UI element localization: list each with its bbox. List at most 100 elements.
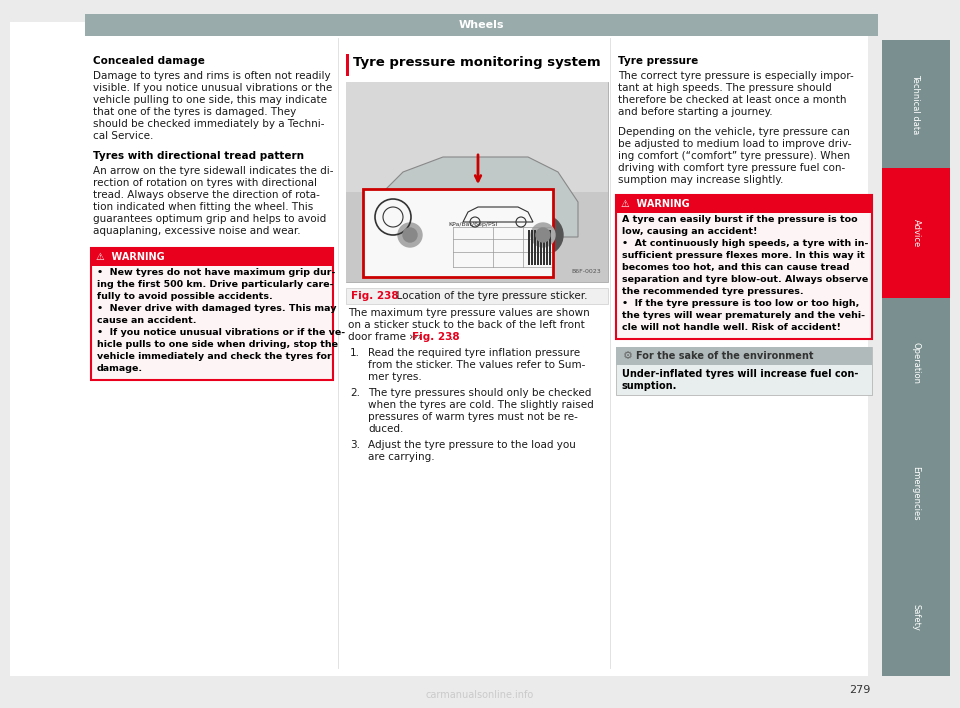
Text: aquaplaning, excessive noise and wear.: aquaplaning, excessive noise and wear. [93,226,300,236]
Text: Wheels: Wheels [458,20,504,30]
Text: therefore be checked at least once a month: therefore be checked at least once a mon… [618,95,847,105]
Text: be adjusted to medium load to improve driv-: be adjusted to medium load to improve dr… [618,139,852,149]
Text: sufficient pressure flexes more. In this way it: sufficient pressure flexes more. In this… [622,251,865,260]
Text: Depending on the vehicle, tyre pressure can: Depending on the vehicle, tyre pressure … [618,127,850,137]
Bar [91,248,333,380]
Text: cal Service.: cal Service. [93,131,154,141]
Text: •  At continuously high speeds, a tyre with in-: • At continuously high speeds, a tyre wi… [622,239,869,248]
Bar [616,195,872,339]
Text: 2.: 2. [350,388,360,398]
Text: door frame ›››: door frame ››› [348,332,425,342]
Bar [91,248,333,266]
Bar [549,230,551,265]
Bar [346,82,608,282]
Text: Under-inflated tyres will increase fuel con-: Under-inflated tyres will increase fuel … [622,369,858,379]
Text: Advice: Advice [911,219,921,247]
Bar [616,347,872,395]
Text: on a sticker stuck to the back of the left front: on a sticker stuck to the back of the le… [348,320,585,330]
Text: rection of rotation on tyres with directional: rection of rotation on tyres with direct… [93,178,317,188]
Bar [882,428,950,558]
Bar [543,230,545,265]
Circle shape [390,215,430,255]
Text: that one of the tyres is damaged. They: that one of the tyres is damaged. They [93,107,297,117]
Text: becomes too hot, and this can cause tread: becomes too hot, and this can cause trea… [622,263,850,272]
Circle shape [523,215,563,255]
Bar [531,230,533,265]
Text: vehicle immediately and check the tyres for: vehicle immediately and check the tyres … [97,352,332,361]
Text: cause an accident.: cause an accident. [97,316,197,325]
Bar [528,230,530,265]
Circle shape [403,228,417,242]
Bar [363,189,553,277]
Text: Concealed damage: Concealed damage [93,56,204,66]
Text: Fig. 238: Fig. 238 [413,332,460,342]
Text: A tyre can easily burst if the pressure is too: A tyre can easily burst if the pressure … [622,215,857,224]
Text: tant at high speeds. The pressure should: tant at high speeds. The pressure should [618,83,831,93]
Bar [882,40,950,168]
Text: sumption may increase slightly.: sumption may increase slightly. [618,175,783,185]
Bar [882,168,950,298]
Text: Safety: Safety [911,603,921,630]
Text: For the sake of the environment: For the sake of the environment [636,351,813,361]
Text: Adjust the tyre pressure to the load you: Adjust the tyre pressure to the load you [368,440,576,450]
Text: The maximum tyre pressure values are shown: The maximum tyre pressure values are sho… [348,308,589,318]
Text: low, causing an accident!: low, causing an accident! [622,227,757,236]
Bar [537,230,539,265]
Text: ⚠  WARNING: ⚠ WARNING [621,199,689,209]
Text: mer tyres.: mer tyres. [368,372,421,382]
Text: guarantees optimum grip and helps to avoid: guarantees optimum grip and helps to avo… [93,214,326,224]
Text: Damage to tyres and rims is often not readily: Damage to tyres and rims is often not re… [93,71,330,81]
Text: are carrying.: are carrying. [368,452,435,462]
Text: .: . [449,332,453,342]
Text: The correct tyre pressure is especially impor-: The correct tyre pressure is especially … [618,71,853,81]
Text: tion indicated when fitting the wheel. This: tion indicated when fitting the wheel. T… [93,202,313,212]
Text: driving with comfort tyre pressure fuel con-: driving with comfort tyre pressure fuel … [618,163,845,173]
Bar [540,230,542,265]
Text: and before starting a journey.: and before starting a journey. [618,107,773,117]
Text: pressures of warm tyres must not be re-: pressures of warm tyres must not be re- [368,412,578,422]
Text: ⚙: ⚙ [623,351,633,361]
Text: visible. If you notice unusual vibrations or the: visible. If you notice unusual vibration… [93,83,332,93]
Text: vehicle pulling to one side, this may indicate: vehicle pulling to one side, this may in… [93,95,327,105]
Text: Tyres with directional tread pattern: Tyres with directional tread pattern [93,151,304,161]
Text: the recommended tyre pressures.: the recommended tyre pressures. [622,287,804,296]
Bar [346,192,608,282]
Bar [10,22,868,676]
Bar [882,558,950,676]
Bar [346,54,349,76]
Bar [346,288,608,304]
Text: ing comfort (“comfort” tyre pressure). When: ing comfort (“comfort” tyre pressure). W… [618,151,851,161]
Text: sumption.: sumption. [622,381,678,391]
Text: •  Never drive with damaged tyres. This may: • Never drive with damaged tyres. This m… [97,304,337,313]
Text: fully to avoid possible accidents.: fully to avoid possible accidents. [97,292,273,301]
Text: •  New tyres do not have maximum grip dur-: • New tyres do not have maximum grip dur… [97,268,335,277]
Bar [546,230,548,265]
Text: hicle pulls to one side when driving, stop the: hicle pulls to one side when driving, st… [97,340,338,349]
Polygon shape [368,157,578,237]
Text: ing the first 500 km. Drive particularly care-: ing the first 500 km. Drive particularly… [97,280,333,289]
Bar [534,230,536,265]
Text: tread. Always observe the direction of rota-: tread. Always observe the direction of r… [93,190,320,200]
Text: Operation: Operation [911,342,921,384]
Bar [616,195,872,213]
Text: Tyre pressure: Tyre pressure [618,56,698,66]
Text: should be checked immediately by a Techni-: should be checked immediately by a Techn… [93,119,324,129]
Text: damage.: damage. [97,364,143,373]
Text: •  If you notice unusual vibrations or if the ve-: • If you notice unusual vibrations or if… [97,328,346,337]
Text: ⚠  WARNING: ⚠ WARNING [96,252,164,262]
Text: •  If the tyre pressure is too low or too high,: • If the tyre pressure is too low or too… [622,299,859,308]
Bar [85,14,878,36]
Circle shape [398,223,422,247]
Text: 1.: 1. [350,348,360,358]
Text: the tyres will wear prematurely and the vehi-: the tyres will wear prematurely and the … [622,311,865,320]
Text: Read the required tyre inflation pressure: Read the required tyre inflation pressur… [368,348,580,358]
Bar [616,347,872,365]
Text: Emergencies: Emergencies [911,466,921,520]
Text: Location of the tyre pressure sticker.: Location of the tyre pressure sticker. [390,291,588,301]
Bar [882,298,950,428]
Text: KPa/bar/6ep/PSI: KPa/bar/6ep/PSI [448,222,497,227]
Text: The tyre pressures should only be checked: The tyre pressures should only be checke… [368,388,591,398]
Text: Fig. 238: Fig. 238 [351,291,398,301]
Text: duced.: duced. [368,424,403,434]
Text: Technical data: Technical data [911,74,921,134]
